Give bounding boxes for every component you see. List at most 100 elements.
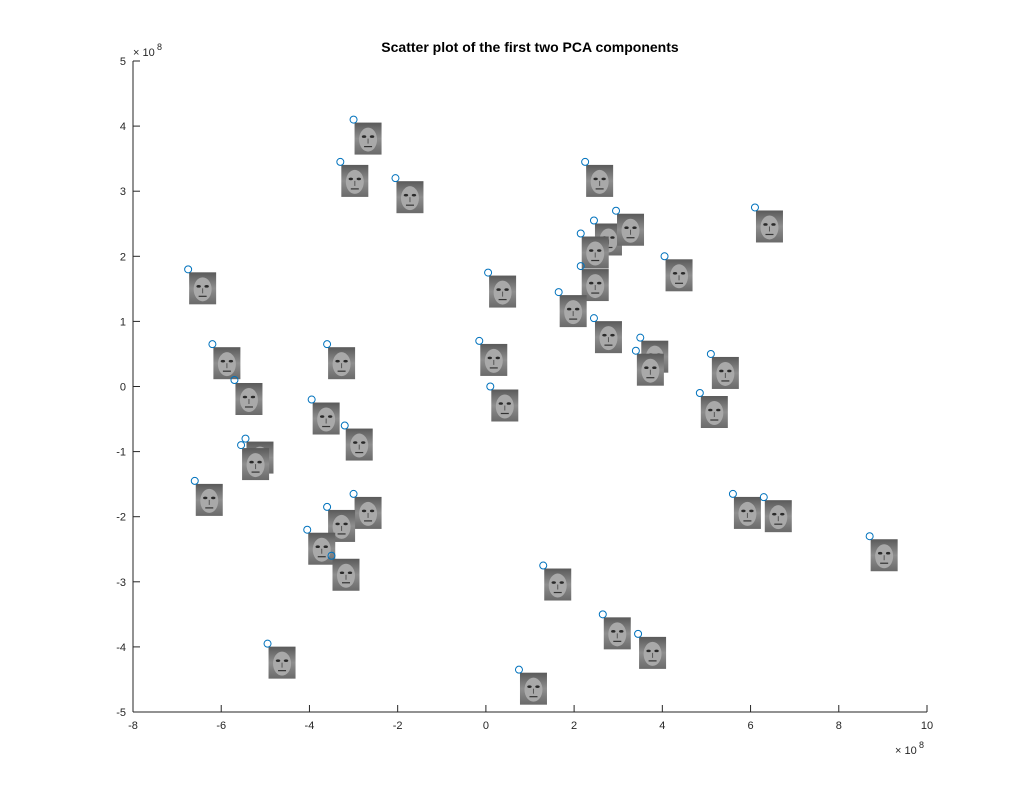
face-eye bbox=[356, 177, 362, 181]
face-eye bbox=[275, 659, 281, 662]
face-eye bbox=[654, 649, 659, 653]
point-marker bbox=[184, 265, 193, 274]
data-point bbox=[323, 340, 356, 380]
x-tick-label: -6 bbox=[216, 720, 226, 732]
data-point bbox=[237, 441, 270, 481]
y-tick-label: 0 bbox=[120, 382, 126, 394]
face-eye bbox=[719, 369, 724, 373]
point-marker bbox=[241, 434, 250, 443]
face-eye bbox=[369, 509, 375, 513]
face-eye bbox=[361, 135, 367, 138]
face-eye bbox=[403, 193, 409, 197]
point-marker bbox=[349, 115, 358, 124]
data-point bbox=[728, 489, 761, 529]
face-eye bbox=[196, 285, 201, 288]
data-point bbox=[336, 157, 369, 197]
face-eye bbox=[315, 545, 320, 549]
face-eye bbox=[348, 177, 354, 181]
face-eye bbox=[593, 177, 598, 181]
data-point bbox=[327, 551, 360, 591]
face-eye bbox=[204, 285, 209, 288]
data-point bbox=[612, 206, 645, 246]
face-eye bbox=[749, 509, 754, 513]
face-eye bbox=[220, 359, 226, 363]
face-eye bbox=[527, 685, 532, 688]
face-eye bbox=[361, 441, 366, 444]
face-eye bbox=[646, 649, 651, 653]
face-eye bbox=[343, 359, 348, 363]
data-point bbox=[634, 629, 667, 669]
data-point bbox=[514, 665, 547, 705]
data-point bbox=[184, 265, 217, 305]
face-eye bbox=[772, 512, 777, 516]
face-eye bbox=[741, 509, 746, 513]
face-eye bbox=[597, 281, 602, 285]
face-eye bbox=[211, 496, 216, 500]
chart-title: Scatter plot of the first two PCA compon… bbox=[381, 39, 679, 55]
point-marker bbox=[263, 639, 272, 648]
face-eye bbox=[327, 415, 333, 418]
point-marker bbox=[323, 502, 332, 511]
face-eye bbox=[504, 288, 509, 291]
x-tick-label: 8 bbox=[836, 720, 842, 732]
data-point bbox=[576, 229, 609, 269]
x-tick-label: -2 bbox=[393, 720, 403, 732]
face-eye bbox=[242, 395, 248, 399]
x-tick-label: 10 bbox=[921, 720, 933, 732]
data-point bbox=[340, 421, 373, 461]
point-marker bbox=[340, 421, 349, 430]
face-eye bbox=[680, 272, 686, 275]
face-eye bbox=[506, 402, 511, 405]
face-eye bbox=[411, 193, 417, 197]
point-marker bbox=[612, 206, 621, 215]
point-marker bbox=[636, 333, 645, 342]
y-tick-label: 3 bbox=[120, 186, 126, 198]
data-point bbox=[303, 525, 336, 565]
face-eye bbox=[632, 226, 637, 230]
point-marker bbox=[631, 346, 640, 355]
face-eye bbox=[228, 359, 234, 363]
face-eye bbox=[249, 460, 254, 464]
face-eye bbox=[619, 630, 624, 633]
data-point bbox=[263, 639, 296, 679]
x-tick-label: -4 bbox=[305, 720, 315, 732]
data-point bbox=[486, 382, 519, 422]
x-tick-label: 2 bbox=[571, 720, 577, 732]
face-eye bbox=[343, 522, 348, 526]
data-point bbox=[323, 502, 356, 542]
face-eye bbox=[624, 226, 629, 230]
face-eye bbox=[589, 281, 594, 285]
y-axis-exponent: × 10 8 bbox=[133, 42, 162, 59]
y-exponent-power: 8 bbox=[157, 42, 162, 52]
x-tick-label: 6 bbox=[747, 720, 753, 732]
point-marker bbox=[230, 375, 239, 384]
data-point bbox=[307, 395, 340, 435]
y-tick-label: -4 bbox=[116, 642, 126, 654]
face-eye bbox=[611, 630, 616, 633]
data-point bbox=[484, 268, 517, 308]
data-point bbox=[576, 262, 609, 302]
point-marker bbox=[327, 551, 336, 560]
data-point bbox=[475, 336, 508, 376]
face-eye bbox=[335, 522, 340, 526]
face-eye bbox=[652, 366, 657, 369]
y-tick-label: -3 bbox=[116, 577, 126, 589]
data-point bbox=[349, 115, 382, 155]
face-eye bbox=[601, 177, 606, 181]
face-eye bbox=[877, 551, 883, 555]
face-eye bbox=[566, 307, 572, 311]
y-tick-label: 2 bbox=[120, 251, 126, 263]
y-tick-label: -1 bbox=[116, 447, 126, 459]
data-point bbox=[865, 532, 898, 572]
data-point bbox=[554, 288, 587, 328]
face-eye bbox=[780, 512, 785, 516]
face-eye bbox=[496, 288, 501, 291]
x-axis-exponent: × 10 8 bbox=[895, 740, 924, 757]
face-eye bbox=[597, 249, 602, 252]
point-marker bbox=[323, 340, 332, 349]
face-eye bbox=[602, 333, 607, 337]
face-eye bbox=[353, 441, 358, 444]
point-marker bbox=[589, 314, 598, 323]
face-eye bbox=[644, 366, 649, 369]
